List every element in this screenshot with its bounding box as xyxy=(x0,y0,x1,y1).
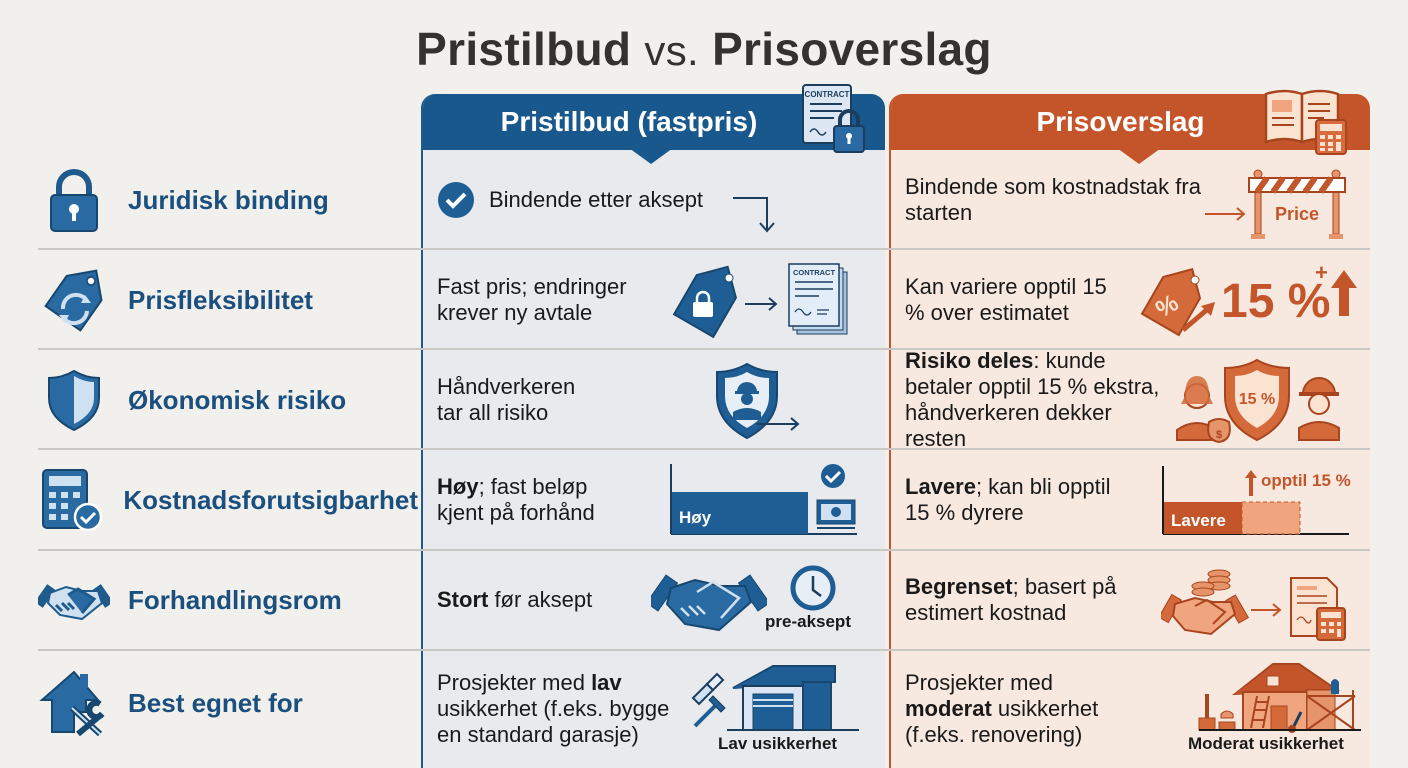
row-divider xyxy=(38,448,1370,450)
cell-pristilbud-risiko: Håndverkeren tar all risiko xyxy=(437,350,877,450)
calculator-check-icon xyxy=(41,469,102,532)
cell-pristilbud-juridisk: Bindende etter aksept xyxy=(437,150,877,250)
lock-icon xyxy=(50,169,98,232)
shared-risk-icon: $ 15 % xyxy=(1176,358,1340,444)
cell-prisoverslag-forhandling: Begrenset; basert på estimert kostnad xyxy=(905,550,1365,650)
clock-icon xyxy=(790,565,836,611)
cell-pristilbud-prisfleksibilitet: Fast pris; endringer krever ny avtale CO… xyxy=(437,250,877,350)
locked-tag-to-contract-icon: CONTRACT xyxy=(672,263,848,339)
pre-aksept-caption: pre-aksept xyxy=(765,612,851,631)
svg-text:opptil 15 %: opptil 15 % xyxy=(1261,471,1351,490)
fifteen-percent-badge: 15 % xyxy=(1221,275,1331,328)
price-tag-refresh-icon xyxy=(44,269,103,332)
high-predictability-bar-icon: Høy xyxy=(670,464,857,535)
arrow-down-right-icon xyxy=(733,197,775,233)
house-renovation-icon xyxy=(1198,663,1361,733)
cell-pristilbud-forhandling: Stort før aksept pre-aksept xyxy=(437,550,877,650)
contract-lock-icon: CONTRACT xyxy=(802,84,865,153)
row-label-okonomisk-risiko: Økonomisk risiko xyxy=(38,350,418,450)
handshake-icon xyxy=(38,584,110,621)
cell-prisoverslag-risiko: Risiko deles: kunde betaler opptil 15 % … xyxy=(905,348,1365,451)
row-label-kostnadsforutsigbarhet: Kostnadsforutsigbarhet xyxy=(38,450,418,550)
svg-text:CONTRACT: CONTRACT xyxy=(805,90,850,99)
lav-usikkerhet-caption: Lav usikkerhet xyxy=(718,734,838,753)
cell-pristilbud-forutsigbarhet: Høy; fast beløp kjent på forhånd Høy xyxy=(437,450,877,550)
row-label-juridisk-binding: Juridisk binding xyxy=(38,150,418,250)
cell-prisoverslag-prisfleksibilitet: Kan variere opptil 15 % over estimatet %… xyxy=(905,250,1365,350)
row-divider xyxy=(38,348,1370,350)
house-tools-icon xyxy=(39,670,105,737)
book-calculator-icon xyxy=(1264,89,1347,155)
percent-tag-up-icon: % xyxy=(1140,268,1215,337)
garage-tools-icon xyxy=(691,665,859,731)
row-label-forhandlingsrom: Forhandlingsrom xyxy=(38,550,418,650)
svg-text:Høy: Høy xyxy=(679,508,712,527)
row-divider xyxy=(38,549,1370,551)
svg-text:Price: Price xyxy=(1275,204,1319,224)
svg-text:$: $ xyxy=(1216,429,1222,441)
svg-text:15 %: 15 % xyxy=(1239,391,1275,408)
arrow-up-icon xyxy=(1331,270,1357,316)
checkmark-circle-icon xyxy=(438,182,474,218)
svg-text:CONTRACT: CONTRACT xyxy=(793,268,835,277)
row-divider xyxy=(38,649,1370,651)
plus-sign: + xyxy=(1315,260,1328,285)
lower-predictability-bar-icon: Lavere opptil 15 % xyxy=(1162,466,1351,535)
price-barrier-icon: Price xyxy=(1205,169,1346,239)
svg-text:Lavere: Lavere xyxy=(1171,511,1226,530)
handshake-icon xyxy=(651,574,767,632)
shield-icon xyxy=(48,369,100,432)
cell-prisoverslag-best-egnet: Prosjekter med moderat usikkerhet (f.eks… xyxy=(905,654,1365,764)
moderat-usikkerhet-caption: Moderat usikkerhet xyxy=(1188,734,1344,753)
shield-worker-icon xyxy=(716,362,800,440)
row-divider xyxy=(38,248,1370,250)
row-label-best-egnet-for: Best egnet for xyxy=(38,653,418,753)
handshake-coins-to-estimate-icon xyxy=(1161,569,1346,641)
cell-pristilbud-best-egnet: Prosjekter med lav usikkerhet (f.eks. by… xyxy=(437,654,877,764)
row-label-prisfleksibilitet: Prisfleksibilitet xyxy=(38,250,418,350)
page-title: Pristilbud vs. Prisoverslag xyxy=(416,23,992,75)
cell-prisoverslag-juridisk: Bindende som kostnadstak fra starten Pri… xyxy=(905,150,1365,250)
column-prisoverslag: Prisoverslag xyxy=(889,94,1370,768)
cell-prisoverslag-forutsigbarhet: Lavere; kan bli opptil 15 % dyrere Laver… xyxy=(905,450,1365,550)
